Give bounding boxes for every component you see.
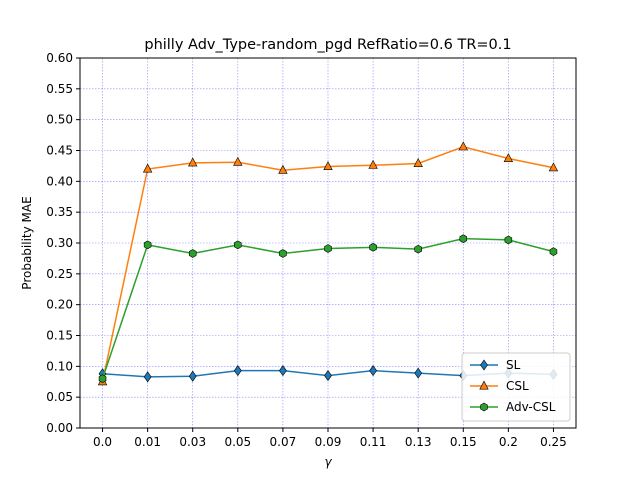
data-point (142, 163, 153, 173)
x-tick-label: 0.07 (270, 435, 297, 449)
data-point (414, 244, 422, 254)
x-tick-label: 0.25 (540, 435, 567, 449)
data-point (458, 141, 468, 151)
data-point (98, 374, 107, 384)
legend: SL CSL Adv-CSL (461, 352, 571, 422)
y-tick-label: 0.30 (46, 236, 73, 250)
x-tick-label: 0.01 (134, 435, 161, 449)
x-tick-label: 0.2 (499, 435, 518, 449)
data-point (188, 157, 198, 167)
data-point (233, 365, 242, 377)
x-tick-label: 0.03 (179, 435, 206, 449)
legend-box (461, 352, 571, 422)
data-point (143, 371, 152, 383)
data-point (234, 240, 242, 250)
y-tick-label: 0.60 (46, 51, 73, 65)
y-tick-label: 0.25 (46, 267, 73, 281)
legend-label: Adv-CSL (506, 400, 556, 414)
legend-label: CSL (506, 379, 529, 393)
y-tick-label: 0.05 (46, 390, 73, 404)
data-point (548, 162, 559, 172)
y-tick-label: 0.40 (46, 174, 73, 188)
data-point (278, 164, 288, 174)
data-point (279, 249, 287, 258)
x-axis: 0.0 0.01 0.03 0.05 0.07 0.09 0.11 0.13 0.15 0.2 0.… (93, 428, 567, 449)
legend-label: SL (506, 358, 521, 372)
x-tick-label: 0.09 (315, 435, 342, 449)
y-tick-label: 0.00 (46, 421, 73, 435)
data-point (369, 242, 377, 252)
x-axis-label: γ (324, 455, 332, 469)
legend-marker (480, 402, 488, 412)
data-point (143, 240, 152, 250)
x-tick-label: 0.0 (93, 435, 112, 449)
y-tick-label: 0.50 (46, 113, 73, 127)
chart-title: philly Adv_Type-random_pgd RefRatio=0.6 … (144, 37, 511, 53)
series-csl (97, 141, 559, 386)
y-tick-label: 0.10 (46, 359, 73, 373)
legend-marker (480, 359, 488, 371)
y-tick-label: 0.35 (46, 205, 73, 219)
data-point (369, 365, 377, 377)
data-point (368, 159, 378, 169)
data-point (188, 370, 197, 382)
data-point (549, 247, 558, 256)
data-point (413, 158, 423, 167)
data-point (233, 156, 243, 166)
data-point (459, 234, 468, 244)
data-point (324, 244, 332, 253)
legend-marker (479, 380, 489, 390)
data-point (414, 367, 423, 379)
data-point (323, 161, 333, 171)
data-point (324, 370, 332, 382)
data-point (279, 365, 287, 377)
x-tick-label: 0.05 (224, 435, 251, 449)
data-point (188, 249, 197, 258)
y-tick-label: 0.20 (46, 298, 73, 312)
x-tick-label: 0.11 (360, 435, 387, 449)
y-axis: 0.00 0.05 0.10 0.15 0.20 0.25 0.30 0.35 0.40 0.45… (46, 51, 80, 435)
data-point (503, 153, 514, 163)
x-tick-label: 0.13 (405, 435, 432, 449)
y-axis-label: Probability MAE (20, 196, 34, 289)
x-tick-label: 0.15 (450, 435, 477, 449)
series-adv-csl (98, 234, 558, 384)
y-tick-label: 0.45 (46, 144, 73, 158)
y-tick-label: 0.15 (46, 329, 73, 343)
data-point (504, 235, 513, 245)
y-tick-label: 0.55 (46, 82, 73, 96)
